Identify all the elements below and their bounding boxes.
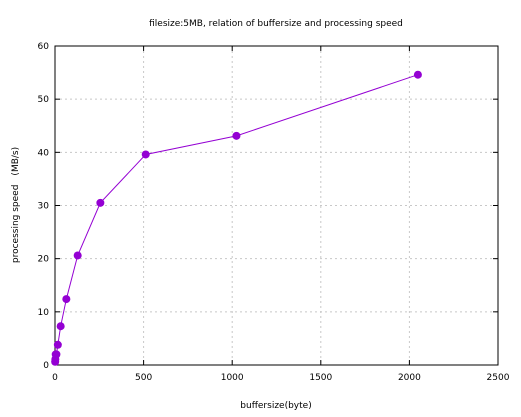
x-tick-label: 2000	[398, 373, 421, 383]
y-tick-label: 10	[38, 308, 50, 318]
x-axis-label: buffersize(byte)	[240, 401, 311, 411]
data-point	[56, 322, 65, 331]
axis-ticks: 0 10 20 30 40 50 60 0 500 1000 1500 2000 2500	[38, 42, 510, 383]
y-axis-label: processing speed (MB/s)	[11, 147, 21, 263]
x-tick-label: 0	[52, 373, 58, 383]
chart-title: filesize:5MB, relation of buffersize and…	[149, 19, 403, 29]
y-tick-label: 20	[38, 255, 50, 265]
y-tick-label: 0	[43, 361, 49, 371]
data-point	[53, 340, 62, 349]
y-tick-label: 50	[38, 95, 50, 105]
y-tick-label: 60	[38, 42, 50, 52]
data-point	[232, 131, 241, 140]
x-tick-label: 2500	[487, 373, 510, 383]
x-tick-label: 1500	[309, 373, 332, 383]
data-point	[141, 150, 150, 159]
y-tick-label: 40	[38, 148, 50, 158]
data-point	[52, 350, 61, 359]
series-line	[54, 74, 419, 362]
data-point	[96, 198, 105, 207]
data-point	[73, 251, 82, 260]
x-tick-label: 500	[135, 373, 152, 383]
grid-lines	[55, 46, 498, 365]
data-series	[51, 70, 422, 366]
x-tick-label: 1000	[221, 373, 244, 383]
data-point	[62, 295, 71, 304]
data-point	[413, 70, 422, 79]
y-tick-label: 30	[38, 202, 50, 212]
